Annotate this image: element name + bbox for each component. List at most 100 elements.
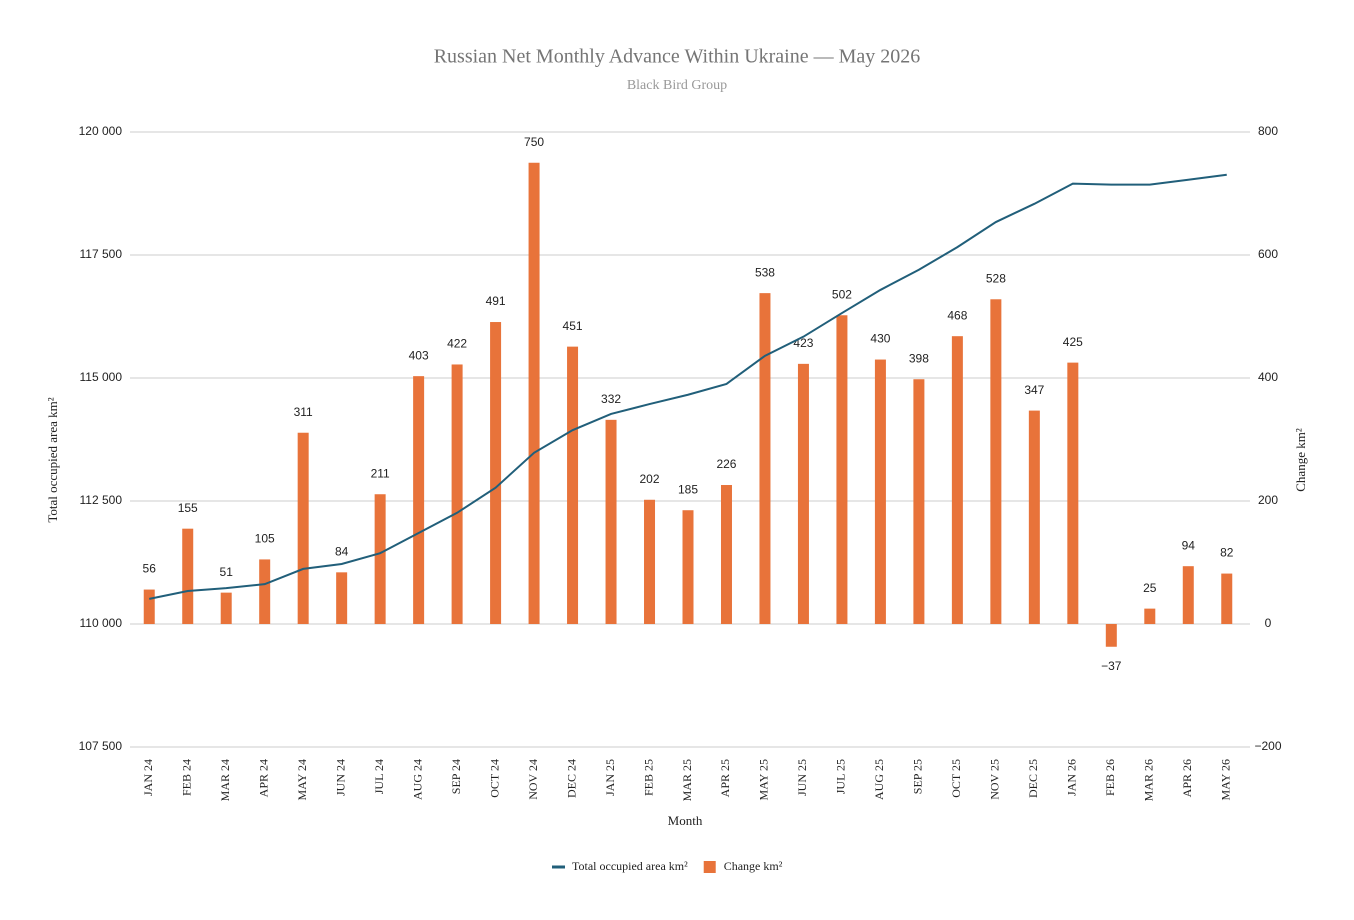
x-tick-label: JUL 25 — [834, 759, 848, 794]
y2-axis-title: Change km² — [1293, 428, 1308, 492]
bar — [413, 376, 425, 624]
bar-value-label: 398 — [909, 351, 929, 365]
bar — [1105, 624, 1117, 647]
bar-value-label: 84 — [335, 545, 349, 559]
bar-value-label: 202 — [640, 472, 660, 486]
bar — [797, 363, 809, 624]
bar — [451, 364, 463, 624]
legend-swatch — [703, 861, 716, 873]
legend-label: Total occupied area km² — [572, 859, 688, 873]
bar — [374, 494, 386, 624]
y-tick-label: 115 000 — [80, 370, 123, 384]
bar — [682, 510, 694, 624]
x-tick-label: SEP 25 — [911, 759, 925, 794]
x-tick-label: APR 24 — [256, 759, 270, 797]
bar-value-label: 226 — [716, 457, 736, 471]
x-tick-label: NOV 25 — [988, 759, 1002, 800]
y-tick-label: 107 500 — [79, 739, 123, 753]
bar-value-label: 423 — [793, 336, 813, 350]
bar-value-label: 451 — [563, 319, 583, 333]
y2-tick-label: −200 — [1254, 739, 1281, 753]
x-tick-label: MAR 26 — [1142, 759, 1156, 801]
bar-value-label: 528 — [986, 271, 1006, 285]
bar-value-label: 425 — [1063, 335, 1083, 349]
bar-value-label: 750 — [524, 135, 544, 149]
x-tick-label: DEC 24 — [564, 759, 578, 798]
legend-label: Change km² — [724, 859, 783, 873]
bar — [567, 346, 579, 624]
bar — [913, 379, 925, 624]
bar-value-label: 51 — [220, 565, 234, 579]
x-tick-label: MAY 25 — [757, 759, 771, 800]
bar — [951, 336, 963, 624]
x-tick-label: APR 26 — [1180, 759, 1194, 797]
bar — [528, 162, 540, 624]
bar-value-label: 82 — [1220, 546, 1234, 560]
bar-value-label: 347 — [1024, 383, 1044, 397]
bar — [1028, 410, 1040, 624]
bar-value-label: 155 — [178, 501, 198, 515]
bar — [874, 359, 886, 624]
x-tick-label: AUG 25 — [872, 759, 886, 800]
y2-tick-label: 600 — [1258, 247, 1278, 261]
bar-value-label: 185 — [678, 482, 698, 496]
bar-value-label: 56 — [143, 562, 157, 576]
x-tick-label: OCT 25 — [949, 759, 963, 798]
x-axis-title: Month — [668, 813, 703, 828]
bar — [759, 293, 771, 624]
x-tick-label: FEB 26 — [1103, 759, 1117, 796]
chart-subtitle: Black Bird Group — [627, 78, 727, 93]
x-tick-label: APR 25 — [718, 759, 732, 797]
bar — [605, 419, 617, 624]
bar — [490, 322, 502, 624]
x-tick-label: DEC 25 — [1026, 759, 1040, 798]
x-tick-label: MAY 26 — [1219, 759, 1233, 800]
legend-swatch — [552, 865, 565, 869]
x-tick-label: JAN 25 — [603, 759, 617, 796]
x-tick-label: JAN 24 — [141, 759, 155, 796]
bar — [1182, 566, 1194, 624]
bar-value-label: 403 — [409, 348, 429, 362]
bar-value-label: 468 — [947, 308, 967, 322]
y2-tick-label: 800 — [1258, 124, 1278, 138]
y-tick-label: 120 000 — [79, 124, 123, 138]
bar-value-label: 94 — [1182, 538, 1196, 552]
bar-value-label: 311 — [294, 405, 313, 419]
bar-value-label: 502 — [832, 287, 852, 301]
bar — [259, 559, 271, 624]
bar-value-label: −37 — [1101, 659, 1122, 673]
bar — [1144, 608, 1156, 624]
y2-tick-label: 0 — [1265, 616, 1272, 630]
x-tick-label: MAR 25 — [680, 759, 694, 801]
x-tick-label: MAR 24 — [218, 759, 232, 801]
bar-value-label: 538 — [755, 265, 775, 279]
bar — [143, 589, 155, 624]
bar — [990, 299, 1002, 624]
chart-title: Russian Net Monthly Advance Within Ukrai… — [434, 46, 921, 68]
x-tick-label: JUN 25 — [795, 759, 809, 796]
bar-value-label: 491 — [486, 294, 506, 308]
y-tick-label: 110 000 — [80, 616, 123, 630]
x-tick-label: NOV 24 — [526, 759, 540, 800]
bar — [182, 528, 194, 624]
bar — [297, 432, 309, 624]
bar-value-label: 332 — [601, 392, 621, 406]
y2-tick-label: 400 — [1258, 370, 1278, 384]
bar — [720, 485, 732, 624]
bar-value-label: 25 — [1143, 581, 1157, 595]
y-tick-label: 112 500 — [80, 493, 123, 507]
x-tick-label: MAY 24 — [295, 759, 309, 800]
bar — [1067, 362, 1079, 624]
bar-value-label: 422 — [447, 337, 467, 351]
bar — [336, 572, 348, 624]
bar-value-label: 105 — [255, 532, 275, 546]
bar-value-label: 211 — [371, 466, 390, 480]
x-tick-label: JUN 24 — [333, 759, 347, 796]
x-tick-label: JAN 26 — [1065, 759, 1079, 796]
bar — [836, 315, 848, 624]
x-tick-label: FEB 24 — [179, 759, 193, 796]
x-tick-label: SEP 24 — [449, 759, 463, 794]
bar — [1221, 573, 1233, 624]
y-axis-title: Total occupied area km² — [45, 397, 60, 522]
